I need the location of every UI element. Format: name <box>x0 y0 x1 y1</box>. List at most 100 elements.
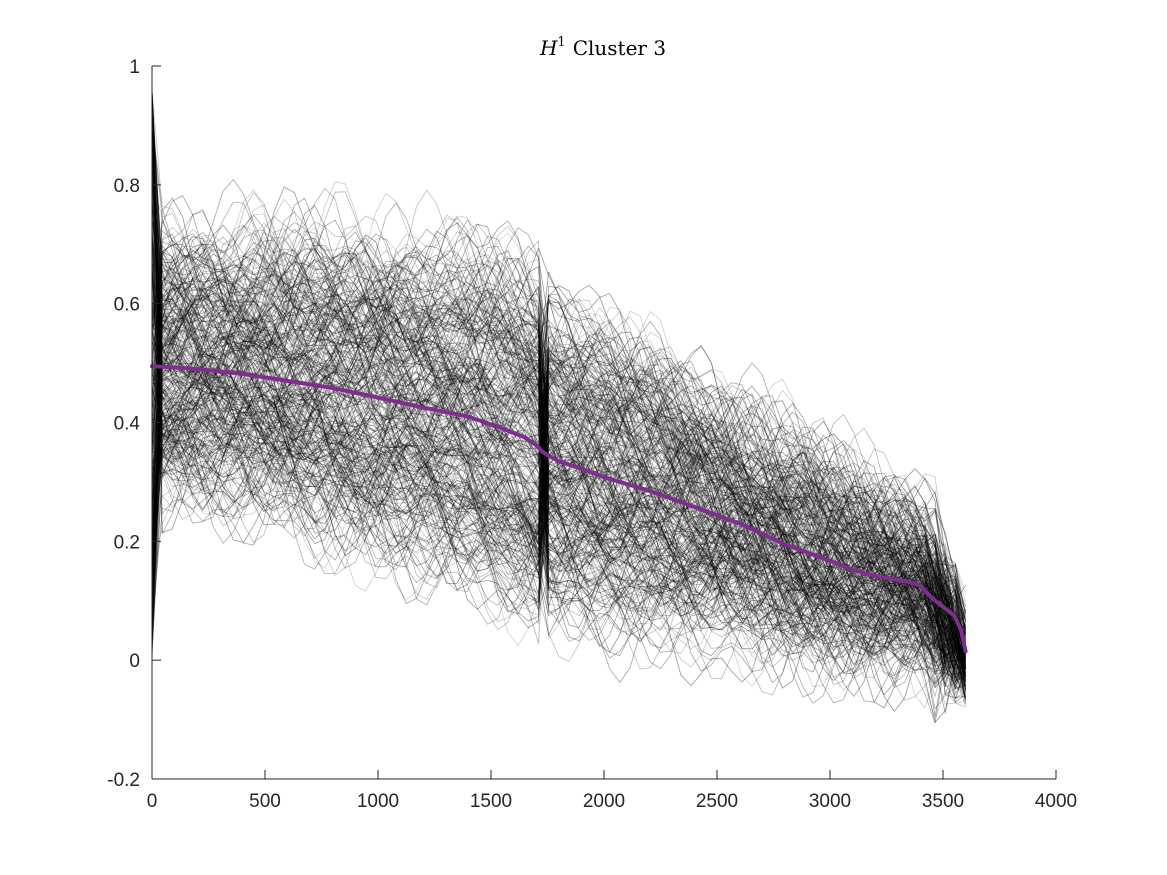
trace-line <box>151 238 966 682</box>
trace-line <box>151 401 966 708</box>
trace-line <box>151 424 966 656</box>
trace-line <box>151 384 966 661</box>
trace-line <box>151 423 966 681</box>
trace-line <box>151 115 966 650</box>
trace-line <box>151 298 966 693</box>
trace-line <box>151 271 966 631</box>
trace-line <box>151 419 966 684</box>
background-traces <box>151 89 966 724</box>
trace-line <box>151 189 966 629</box>
trace-line <box>151 166 966 656</box>
trace-line <box>151 414 966 656</box>
trace-line <box>151 336 966 633</box>
trace-line <box>151 225 966 637</box>
trace-line <box>151 187 966 696</box>
trace-line <box>151 181 966 691</box>
trace-line <box>151 177 966 687</box>
trace-line <box>151 372 966 650</box>
trace-line <box>151 307 966 680</box>
trace-line <box>151 375 966 643</box>
y-tick-label: 0.4 <box>114 414 141 435</box>
trace-line <box>151 219 966 652</box>
trace-line <box>151 317 966 671</box>
trace-line <box>151 274 966 703</box>
x-tick-label: 4000 <box>1035 791 1077 812</box>
trace-line <box>151 247 966 648</box>
trace-line <box>151 172 966 684</box>
trace-line <box>151 95 966 683</box>
trace-line <box>151 289 966 667</box>
trace-line <box>151 298 966 631</box>
trace-line <box>151 229 966 720</box>
trace-line <box>151 332 966 712</box>
title-symbol: H <box>539 36 558 60</box>
trace-line <box>151 215 966 674</box>
trace-line <box>151 135 966 647</box>
trace-line <box>151 368 966 640</box>
trace-line <box>151 275 966 631</box>
trace-line <box>151 294 966 622</box>
trace-line <box>151 237 966 662</box>
trace-line <box>151 415 966 653</box>
trace-line <box>151 268 966 686</box>
trace-line <box>151 109 966 662</box>
trace-line <box>151 282 966 642</box>
trace-line <box>151 192 966 630</box>
trace-line <box>151 271 966 675</box>
trace-line <box>151 297 966 665</box>
trace-line <box>151 370 966 661</box>
trace-line <box>151 410 966 658</box>
trace-line <box>151 197 966 689</box>
trace-line <box>151 341 966 669</box>
trace-line <box>151 266 966 656</box>
trace-line <box>151 280 966 663</box>
trace-line <box>151 238 966 667</box>
trace-line <box>151 197 966 684</box>
trace-line <box>151 260 966 673</box>
trace-line <box>151 218 966 614</box>
trace-line <box>151 336 966 665</box>
x-tick-label: 0 <box>147 791 158 812</box>
trace-line <box>151 234 966 681</box>
trace-line <box>151 328 966 665</box>
trace-line <box>151 339 966 670</box>
x-tick-label: 1000 <box>357 791 399 812</box>
trace-line <box>151 201 966 636</box>
trace-line <box>151 235 966 660</box>
trace-line <box>151 202 966 677</box>
trace-line <box>151 358 966 717</box>
trace-line <box>151 222 966 677</box>
x-tick-label: 1500 <box>470 791 512 812</box>
trace-line <box>151 266 966 644</box>
y-tick-label: 0 <box>129 651 140 672</box>
title-text: Cluster 3 <box>573 36 666 60</box>
trace-line <box>151 143 966 661</box>
trace-line <box>151 249 966 680</box>
trace-line <box>151 115 966 659</box>
trace-line <box>151 264 966 666</box>
trace-line <box>151 421 966 675</box>
trace-line <box>151 116 966 653</box>
trace-line <box>151 252 966 669</box>
trace-line <box>151 198 966 664</box>
trace-line <box>151 270 966 633</box>
trace-line <box>151 408 966 675</box>
trace-line <box>151 224 966 656</box>
trace-line <box>151 341 966 651</box>
x-tick-label: 500 <box>249 791 281 812</box>
trace-line <box>151 304 966 709</box>
trace-line <box>151 296 966 667</box>
trace-line <box>151 240 966 643</box>
trace-line <box>151 286 966 644</box>
trace-line <box>151 99 966 656</box>
trace-line <box>151 359 966 636</box>
trace-line <box>151 350 966 643</box>
trace-line <box>151 349 966 699</box>
trace-line <box>151 326 966 676</box>
trace-line <box>151 191 966 707</box>
trace-line <box>151 340 966 645</box>
trace-line <box>151 121 966 670</box>
trace-line <box>151 264 966 689</box>
trace-line <box>151 237 966 635</box>
trace-line <box>151 388 966 693</box>
